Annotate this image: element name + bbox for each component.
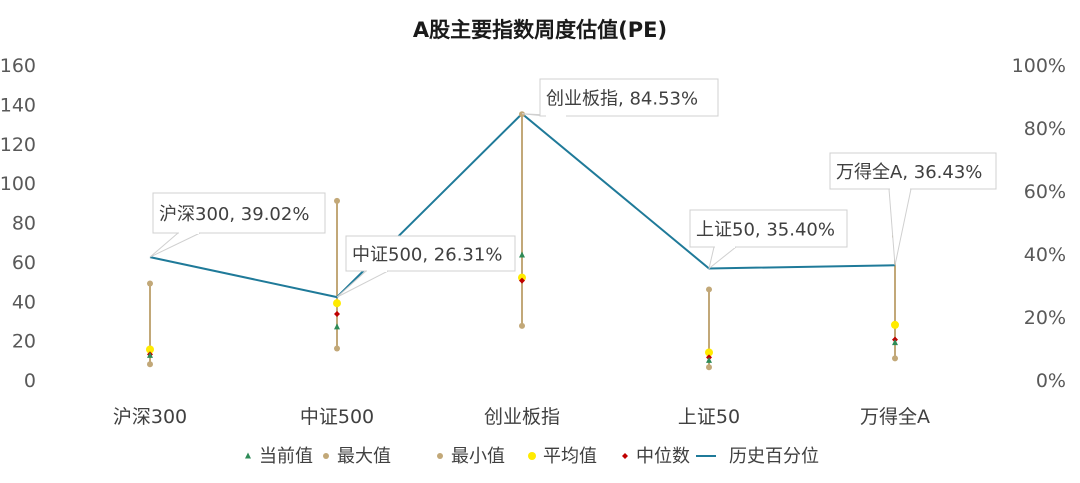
right-tick-label: 100% — [1012, 55, 1066, 77]
category-label: 上证50 — [678, 406, 740, 428]
callout-box — [345, 235, 516, 272]
right-tick-label: 60% — [1024, 181, 1066, 203]
callout-pointer — [336, 270, 389, 298]
left-tick-label: 80 — [12, 213, 36, 235]
marker-最小值 — [334, 345, 340, 352]
left-tick-label: 20 — [12, 331, 36, 353]
category-label: 中证500 — [300, 406, 374, 428]
left-axis-ticks: 0 20 40 60 80 100 120 140 160 — [0, 55, 36, 392]
chart-title: A股主要指数周度估值(PE) — [413, 18, 667, 42]
callout-box — [689, 209, 848, 248]
left-tick-label: 120 — [0, 134, 36, 156]
legend-swatch — [622, 453, 628, 459]
category-label: 沪深300 — [113, 406, 187, 428]
legend-label: 最小值 — [451, 446, 505, 467]
callout-label: 沪深300, 39.02% — [159, 204, 309, 225]
marker-平均值 — [146, 345, 154, 354]
callout-pointer — [708, 246, 738, 270]
right-tick-label: 0% — [1036, 370, 1066, 392]
legend-swatch — [528, 452, 536, 460]
legend-label: 历史百分位 — [729, 446, 819, 467]
legend-label: 最大值 — [337, 446, 391, 467]
legend-swatch — [245, 452, 251, 459]
marker-平均值 — [333, 299, 341, 308]
right-tick-label: 40% — [1024, 244, 1066, 266]
right-tick-label: 80% — [1024, 118, 1066, 140]
marker-当前值 — [147, 351, 153, 358]
callout-pointer — [149, 232, 201, 258]
category-labels: 沪深300 中证500 创业板指 上证50 万得全A — [113, 406, 930, 428]
legend-label: 中位数 — [636, 446, 690, 467]
legend-label: 当前值 — [259, 446, 313, 467]
marker-最大值 — [706, 286, 712, 293]
marker-中位数 — [519, 277, 525, 284]
left-tick-label: 40 — [12, 291, 36, 313]
marker-最小值 — [706, 364, 712, 371]
marker-最大值 — [334, 197, 340, 204]
marker-当前值 — [706, 356, 712, 363]
callout-pointer — [888, 188, 912, 266]
category-label: 万得全A — [860, 406, 930, 428]
marker-最小值 — [147, 361, 153, 368]
left-tick-label: 140 — [0, 94, 36, 116]
legend-swatch — [437, 453, 443, 459]
right-axis-ticks: 0% 20% 40% 60% 80% 100% — [1012, 55, 1066, 392]
left-tick-label: 60 — [12, 252, 36, 274]
marker-中位数 — [334, 311, 340, 318]
callout-label: 创业板指, 84.53% — [546, 89, 698, 110]
marker-平均值 — [891, 320, 899, 329]
marker-最小值 — [892, 355, 898, 362]
percentile-callouts: 沪深300, 39.02% 中证500, 26.31% 创业板指, 84.53% 上证… — [149, 78, 997, 298]
marker-平均值 — [705, 348, 713, 357]
marker-当前值 — [892, 339, 898, 346]
marker-最小值 — [519, 322, 525, 329]
callout-box — [539, 78, 719, 117]
marker-最大值 — [147, 280, 153, 287]
marker-当前值 — [334, 323, 340, 330]
legend-label: 平均值 — [543, 446, 597, 467]
legend: 当前值 最大值 最小值 平均值 中位数 历史百分位 — [245, 446, 819, 467]
callout-box — [829, 152, 997, 190]
left-tick-label: 0 — [24, 370, 36, 392]
category-label: 创业板指 — [484, 406, 560, 428]
callout-label: 上证50, 35.40% — [696, 220, 835, 241]
callout-label: 中证500, 26.31% — [352, 245, 502, 266]
right-tick-label: 20% — [1024, 307, 1066, 329]
left-tick-label: 160 — [0, 55, 36, 77]
legend-swatch — [323, 453, 329, 459]
callout-label: 万得全A, 36.43% — [836, 162, 982, 183]
left-tick-label: 100 — [0, 173, 36, 195]
callout-box — [152, 192, 326, 234]
marker-当前值 — [519, 251, 525, 258]
